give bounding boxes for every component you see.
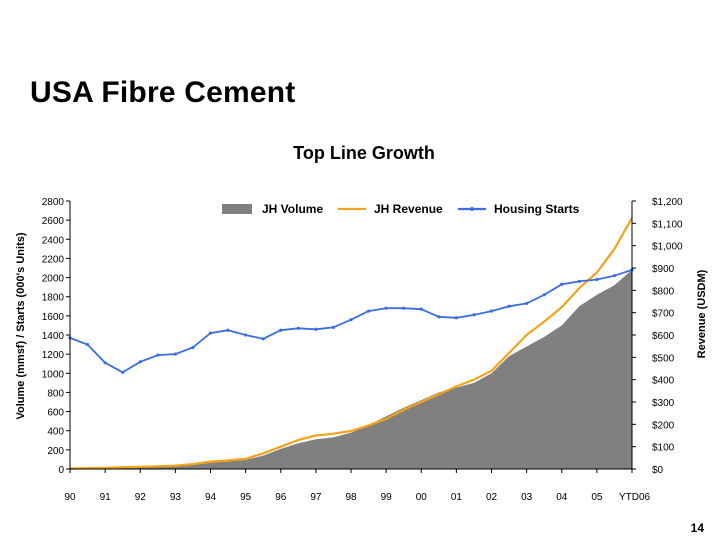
point-starts [595,277,599,282]
point-starts [314,327,318,331]
point-starts [577,279,581,283]
x-tick-label: 90 [64,492,76,503]
x-tick-label: 91 [100,492,112,503]
y-tick-label-right: $800 [652,286,675,297]
y-tick-label-right: $700 [652,309,675,320]
y-tick-label-right: $900 [652,264,675,275]
y-tick-label-right: $600 [652,331,675,342]
point-starts [191,345,195,350]
point-starts [244,333,248,337]
x-tick-label: 98 [345,492,357,503]
x-tick-label: 92 [135,492,147,503]
point-starts [85,342,90,347]
y-tick-label-left: 2400 [42,235,65,246]
point-starts [437,315,441,319]
point-starts [103,361,107,365]
x-tick-label: 95 [240,492,252,503]
point-starts [507,304,511,308]
point-starts [560,282,564,286]
x-tick-label: 00 [416,492,428,503]
y-tick-label-left: 1000 [42,369,65,380]
legend-marker-starts [470,207,474,211]
y-tick-label-right: $100 [652,443,675,454]
y-tick-label-right: $500 [652,353,675,364]
point-starts [156,353,160,357]
x-tick-label: 97 [310,492,322,503]
x-tick-label: 94 [205,492,217,503]
y-tick-label-right: $1,100 [652,219,683,230]
legend-label-starts: Housing Starts [494,202,580,216]
point-starts [296,326,300,330]
y-tick-label-left: 1800 [42,293,65,304]
y-tick-label-right: $1,000 [652,242,683,253]
x-tick-label: 93 [170,492,182,503]
x-tick-label: 99 [381,492,393,503]
y-tick-label-left: 400 [47,427,64,438]
point-starts [472,313,476,317]
slide-title: USA Fibre Cement [30,76,296,109]
point-starts [542,293,546,297]
point-starts [419,307,423,311]
y-tick-label-left: 2800 [42,197,65,208]
x-tick-label: 04 [556,492,568,503]
chart-title: Top Line Growth [293,143,435,163]
y-axis-label-left: Volume (mmsf) / Starts (000's Units) [15,232,27,419]
point-starts [279,328,283,332]
y-tick-label-left: 2200 [42,254,65,265]
y-tick-label-right: $200 [652,420,675,431]
point-starts [366,309,371,313]
point-starts [454,316,458,320]
point-starts [489,309,494,313]
y-tick-label-left: 0 [58,465,64,476]
series-line-revenue [69,217,633,470]
legend-swatch-volume [222,204,252,214]
x-tick-label: YTD06 [619,492,651,503]
y-tick-label-left: 2600 [42,216,65,227]
point-starts [121,370,125,374]
y-tick-label-left: 1400 [42,331,65,342]
y-tick-label-left: 600 [47,408,64,419]
point-starts [612,274,617,278]
point-starts [226,328,230,332]
x-tick-label: 96 [275,492,287,503]
point-starts [331,325,336,329]
y-tick-label-left: 800 [47,388,64,399]
y-tick-label-right: $300 [652,398,675,409]
point-starts [208,331,213,335]
x-tick-label: 03 [521,492,533,503]
y-tick-label-right: $1,200 [652,197,683,208]
point-starts [138,360,142,364]
x-tick-label: 05 [591,492,603,503]
point-starts [384,306,388,310]
x-tick-label: 01 [451,492,463,503]
point-starts [261,337,265,341]
point-starts [402,306,406,310]
legend-label-revenue: JH Revenue [374,202,443,216]
page-number: 14 [690,521,704,535]
y-tick-label-right: $400 [652,376,675,387]
series-area-volume [70,269,632,469]
y-tick-label-left: 1600 [42,312,65,323]
y-tick-label-left: 200 [47,446,64,457]
y-axis-label-right: Revenue (USDM) [696,269,708,358]
point-starts [349,318,353,322]
point-starts [173,352,177,356]
x-tick-label: 02 [486,492,498,503]
legend-label-volume: JH Volume [262,202,323,216]
point-starts [525,301,529,306]
y-tick-label-left: 2000 [42,274,65,285]
y-tick-label-right: $0 [652,465,664,476]
y-tick-label-left: 1200 [42,350,65,361]
